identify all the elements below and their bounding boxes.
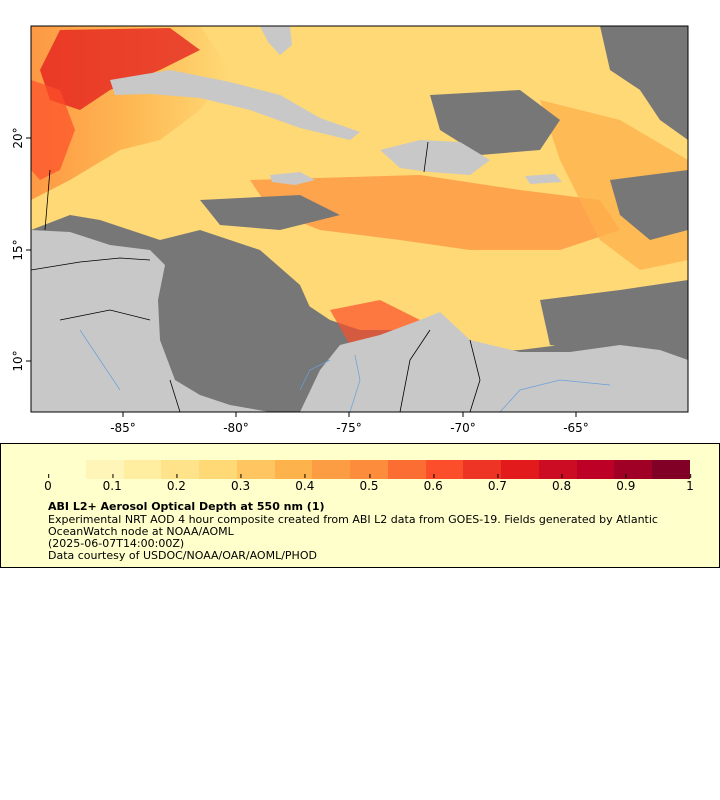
colorbar-tick-label: 0.4	[295, 474, 315, 493]
x-tick-label: -75°	[336, 421, 362, 435]
colorbar-tick-label: 0.5	[359, 474, 379, 493]
aod-high-patch-north	[40, 28, 200, 110]
colorbar-swatch	[614, 460, 653, 479]
colorbar-swatch	[161, 460, 200, 479]
colorbar-tick-label: 0.9	[616, 474, 636, 493]
colorbar-swatch	[236, 460, 275, 479]
colorbar	[48, 460, 691, 479]
colorbar-swatch	[387, 460, 426, 479]
florida-land	[260, 26, 292, 55]
colorbar-swatch	[123, 460, 162, 479]
colorbar-tick-label: 0.2	[166, 474, 186, 493]
colorbar-swatch	[312, 460, 351, 479]
y-tick-label: 10°	[11, 350, 25, 371]
legend-title: ABI L2+ Aerosol Optical Depth at 550 nm …	[48, 500, 325, 513]
south-america-land	[300, 312, 688, 412]
colorbar-swatch	[652, 460, 691, 479]
colorbar-tick-label: 0.3	[231, 474, 251, 493]
caribbean-no-data	[155, 230, 320, 400]
hispaniola-land	[380, 140, 490, 175]
colorbar-swatch	[425, 460, 464, 479]
aod-high-patch-west	[31, 80, 75, 180]
map-layers	[31, 26, 688, 412]
legend-description: Experimental NRT AOD 4 hour composite cr…	[48, 513, 658, 538]
colorbar-swatch	[85, 460, 124, 479]
map-frame	[30, 25, 689, 413]
colorbar-tick-label: 1	[686, 474, 694, 493]
colorbar-tick-label: 0.7	[487, 474, 507, 493]
legend-panel: 0 0.1 0.2 0.3 0.4 0.5 0.6 0.7 0.8 0.9 1 ABI L2+ Ae…	[0, 443, 720, 568]
rivers	[79, 329, 611, 412]
country-borders	[31, 141, 481, 412]
jamaica-land	[270, 172, 315, 185]
legend-timestamp: (2025-06-07T14:00:00Z)	[48, 537, 185, 550]
cuba-land	[110, 70, 360, 140]
no-data-gap-se	[540, 280, 688, 350]
colorbar-tick-label: 0	[44, 474, 52, 493]
colorbar-swatch	[350, 460, 388, 479]
colorbar-swatch	[501, 460, 539, 479]
x-tick-label: -65°	[563, 421, 589, 435]
colorbar-swatch	[576, 460, 615, 479]
map-panel: -85° -80° -75° -70° -65° 20° 15° 10°	[0, 0, 720, 440]
colorbar-swatch	[274, 460, 313, 479]
no-data-gap-east	[610, 170, 688, 240]
colorbar-swatch	[538, 460, 577, 479]
aod-map[interactable]: -85° -80° -75° -70° -65° 20° 15° 10°	[0, 0, 720, 440]
no-data-gap-ne	[600, 26, 688, 140]
legend-credit: Data courtesy of USDOC/NOAA/OAR/AOML/PHO…	[48, 549, 317, 562]
x-axis: -85° -80° -75° -70° -65°	[110, 412, 589, 435]
x-tick-label: -70°	[450, 421, 476, 435]
colorbar-tick-label: 0.8	[552, 474, 572, 493]
colorbar-ticks: 0 0.1 0.2 0.3 0.4 0.5 0.6 0.7 0.8 0.9 1	[44, 474, 694, 499]
aod-orange-band	[250, 175, 620, 250]
y-tick-label: 20°	[11, 127, 25, 148]
colorbar-tick-label: 0.6	[423, 474, 443, 493]
central-america-land	[31, 230, 270, 412]
colorbar-swatch	[463, 460, 502, 479]
no-data-gap-mid	[200, 195, 340, 230]
no-data-gap-central	[430, 90, 560, 155]
x-tick-label: -85°	[110, 421, 136, 435]
puerto-rico-land	[525, 174, 562, 184]
colorbar-swatch	[48, 460, 86, 479]
y-axis: 20° 15° 10°	[11, 127, 31, 372]
y-tick-label: 15°	[11, 239, 25, 260]
colorbar-tick-label: 0.1	[102, 474, 122, 493]
x-tick-label: -80°	[223, 421, 249, 435]
colorbar-swatch	[199, 460, 237, 479]
